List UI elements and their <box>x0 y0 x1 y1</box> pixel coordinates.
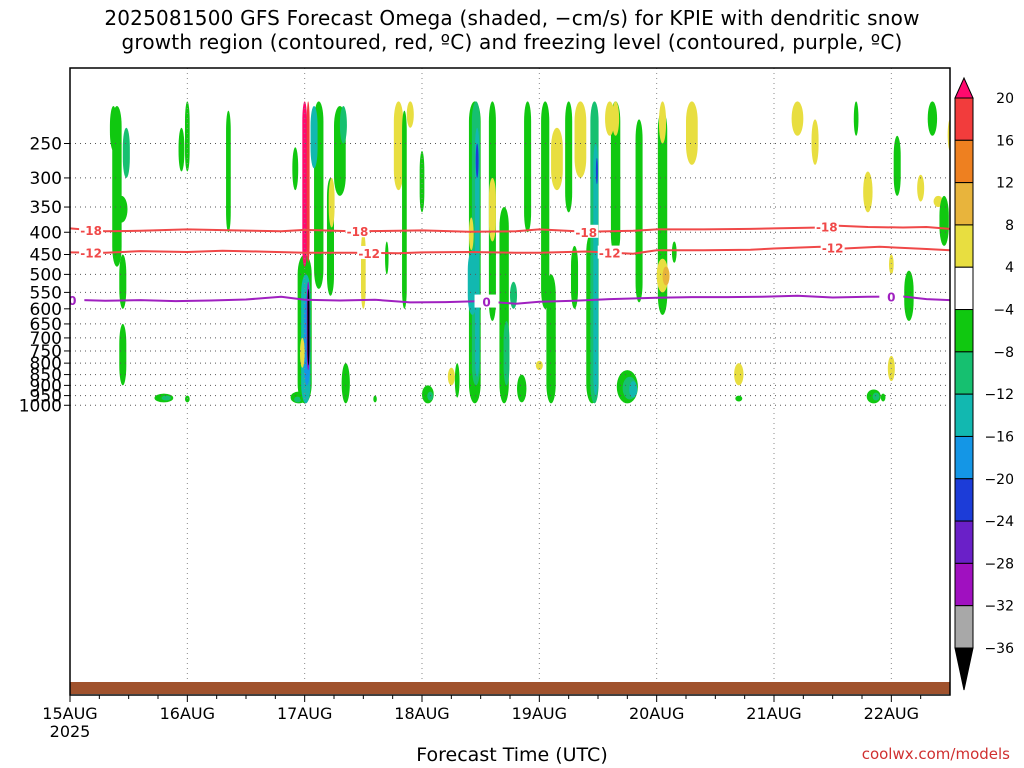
y-tick-label-0: 250 <box>30 135 62 155</box>
colorbar-label-2: 12 <box>996 176 1014 192</box>
x-tick-label-4: 19AUG <box>512 704 567 723</box>
y-tick-label-6: 550 <box>30 283 62 303</box>
x-tick-label-1: 16AUG <box>160 704 215 723</box>
y-tick-label-8: 650 <box>30 315 62 335</box>
x-tick-label-3: 18AUG <box>394 704 449 723</box>
contour-label-1-0: -12 <box>80 247 102 261</box>
y-tick-label-9: 700 <box>30 329 62 349</box>
colorbar-label-8: −16 <box>984 429 1014 445</box>
colorbar-label-12: −32 <box>984 599 1014 615</box>
grid-lines <box>69 68 950 695</box>
title-line-1: 2025081500 GFS Forecast Omega (shaded, −… <box>104 6 920 30</box>
colorbar-swatch-13 <box>954 605 974 649</box>
colorbar-swatch-5 <box>954 266 974 311</box>
y-tick-label-14: 950 <box>30 387 62 407</box>
colorbar-label-13: −36 <box>984 641 1014 657</box>
y-tick-label-3: 400 <box>30 223 62 243</box>
y-axis: 250 300 350 4004505005506006507007508008509… <box>19 135 70 416</box>
colorbar-swatch-9 <box>954 435 974 480</box>
colorbar-swatch-8 <box>954 393 974 437</box>
colorbar-label-3: 8 <box>1005 218 1014 234</box>
contour-label-0-3: -18 <box>816 220 838 234</box>
contour-label-1-3: -12 <box>822 242 844 256</box>
plot-background <box>70 68 950 695</box>
y-tick-label-11: 800 <box>30 354 62 374</box>
y-tick-label-7: 600 <box>30 300 62 320</box>
y-tick-label-10: 750 <box>30 342 62 362</box>
credit-text: coolwx.com/models <box>861 745 1010 763</box>
x-tick-label-5: 20AUG <box>629 704 684 723</box>
temperature-contours: -18 -18 -18 -18-12 -12 -12 -120 0 0 <box>68 219 950 310</box>
y-tick-label-5: 500 <box>30 265 62 285</box>
y-tick-label-12: 850 <box>30 366 62 386</box>
colorbar-label-6: −8 <box>993 345 1014 361</box>
colorbar-label-11: −28 <box>984 556 1014 572</box>
contour-label-2-1: 0 <box>482 296 490 310</box>
colorbar-swatch-3 <box>954 182 974 226</box>
contour-label-1-2: -12 <box>599 247 621 261</box>
colorbar: 20 16 12 8 4 −4 −8 −12 −16 −20 −24 −28 −32 −36 <box>954 76 1014 691</box>
x-tick-label-2: 17AUG <box>277 704 332 723</box>
colorbar-swatch-4 <box>954 224 974 268</box>
y-tick-label-1: 300 <box>30 169 62 189</box>
x-tick-label-7: 22AUG <box>864 704 919 723</box>
y-tick-label-13: 900 <box>30 376 62 396</box>
colorbar-label-9: −20 <box>984 472 1014 488</box>
contour-label-1-1: -12 <box>358 247 380 261</box>
chart-title: 2025081500 GFS Forecast Omega (shaded, −… <box>0 6 1024 54</box>
y-tick-label-15: 1000 <box>19 396 62 416</box>
colorbar-label-4: 4 <box>1005 260 1014 276</box>
colorbar-swatch-10 <box>954 478 974 522</box>
contour-label-2-0: 0 <box>68 294 76 308</box>
contour-label-0-0: -18 <box>80 224 102 238</box>
colorbar-label-0: 20 <box>996 91 1014 107</box>
colorbar-swatch-6 <box>954 309 974 353</box>
x-tick-sublabel-0: 2025 <box>50 722 91 741</box>
contour-label-0-2: -18 <box>575 226 597 240</box>
colorbar-label-7: −12 <box>984 387 1014 403</box>
colorbar-label-5: −4 <box>993 303 1014 319</box>
y-tick-label-2: 350 <box>30 198 62 218</box>
contour-label-2-2: 0 <box>887 291 895 305</box>
x-tick-label-6: 21AUG <box>746 704 801 723</box>
x-axis-label: Forecast Time (UTC) <box>416 744 608 766</box>
title-line-2: growth region (contoured, red, ºC) and f… <box>121 30 903 54</box>
ground-surface <box>70 682 950 694</box>
contour-line-2 <box>70 294 950 305</box>
colorbar-swatch-2 <box>954 139 974 184</box>
colorbar-label-1: 16 <box>996 133 1014 149</box>
x-tick-label-0: 15AUG <box>42 704 97 723</box>
colorbar-swatch-11 <box>954 520 974 564</box>
colorbar-swatch-12 <box>954 562 974 607</box>
contour-label-0-1: -18 <box>347 225 369 239</box>
y-tick-label-4: 450 <box>30 245 62 265</box>
colorbar-label-10: −24 <box>984 514 1014 530</box>
colorbar-swatch-1 <box>954 97 974 141</box>
colorbar-swatch-7 <box>954 351 974 395</box>
